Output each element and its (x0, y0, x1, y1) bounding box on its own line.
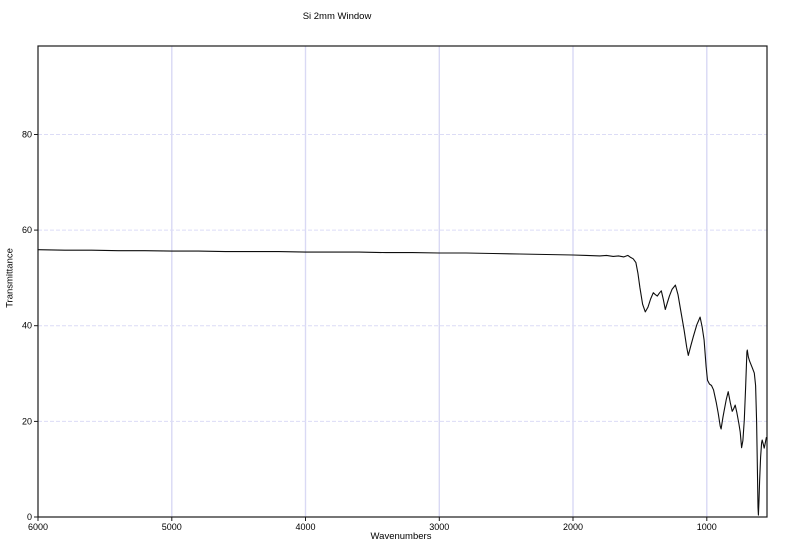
x-axis-title: Wavenumbers (370, 531, 432, 542)
x-tick-label: 1000 (697, 522, 717, 532)
y-tick-label: 40 (22, 321, 32, 331)
x-tick-label: 3000 (429, 522, 449, 532)
y-tick-label: 20 (22, 416, 32, 426)
x-tick-label: 5000 (162, 522, 182, 532)
plot-frame (37, 45, 768, 518)
y-tick-label: 80 (22, 130, 32, 140)
y-tick-label: 0 (27, 512, 32, 522)
x-tick-label: 4000 (295, 522, 315, 532)
y-tick-label: 60 (22, 225, 32, 235)
x-tick-label: 2000 (563, 522, 583, 532)
x-tick-label: 6000 (28, 522, 48, 532)
spectrum-curve (37, 249, 768, 516)
chart-title: Si 2mm Window (302, 11, 372, 22)
